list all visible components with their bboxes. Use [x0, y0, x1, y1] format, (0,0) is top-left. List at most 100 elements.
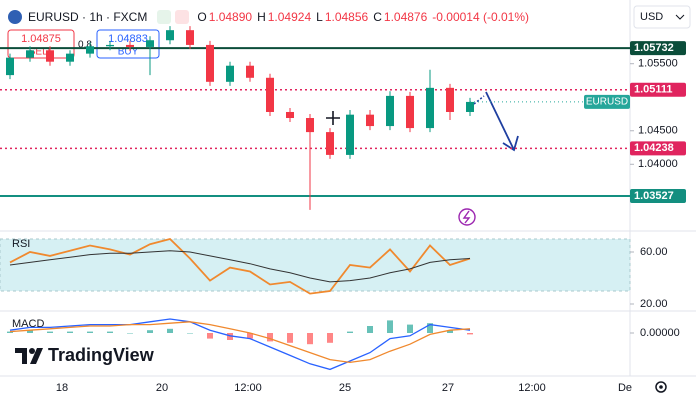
macd-histogram: [387, 320, 393, 333]
candle-body: [86, 46, 94, 54]
macd-histogram: [307, 333, 313, 345]
candle-body: [286, 111, 294, 119]
macd-histogram: [167, 328, 173, 333]
open: 1.04890: [208, 10, 253, 24]
y-tick-label: 20.00: [640, 298, 668, 310]
candle-body: [306, 118, 314, 133]
candle-body: [426, 87, 434, 129]
macd-histogram: [27, 330, 33, 333]
level-badge: [630, 41, 686, 56]
macd-histogram: [187, 333, 193, 334]
candle-body: [266, 77, 274, 112]
sell-label: SELL: [29, 47, 54, 58]
low: 1.04856: [324, 10, 369, 24]
signal-line: [9, 321, 471, 364]
macd-histogram: [287, 333, 293, 343]
symbol-badge: [584, 94, 630, 109]
level-badge: [630, 141, 686, 156]
macd-histogram: [427, 323, 433, 333]
legend-bar: EURUSD · 1h · FXCM O 1.04890 H 1.04924 L 1.…: [0, 6, 531, 28]
buy-label: BUY: [118, 47, 139, 58]
macd-histogram: [467, 333, 473, 335]
y-tick-label: 0.00000: [640, 327, 680, 339]
close-label: C: [373, 10, 382, 24]
macd-histogram: [407, 324, 413, 333]
candle-body: [226, 65, 234, 82]
macd-histogram: [47, 331, 53, 333]
x-tick-label: 25: [339, 382, 351, 394]
event-icon-bolt: [462, 210, 471, 224]
candle-body: [446, 87, 454, 112]
candle-body: [466, 101, 474, 112]
candle-body: [406, 95, 414, 129]
settings-icon-center: [659, 385, 663, 389]
high: 1.04924: [267, 10, 312, 24]
symbol: EURUSD · 1h · FXCM: [28, 10, 148, 24]
status-icon: [175, 10, 190, 24]
x-tick-label: 12:00: [518, 382, 546, 394]
status-icon: [157, 10, 172, 24]
sell-button[interactable]: [7, 29, 75, 59]
candle-body: [66, 53, 74, 62]
y-tick-label: 60.00: [640, 246, 668, 258]
macd-histogram: [7, 331, 13, 333]
symbol-badge-label: EURUSD: [586, 97, 628, 108]
macd-histogram: [207, 333, 213, 339]
candle-body: [206, 44, 214, 82]
symbol-flag: [8, 10, 22, 24]
currency: USD: [640, 11, 663, 23]
candle-body: [26, 50, 34, 58]
spread: 0.8: [78, 40, 92, 51]
buy-button[interactable]: [96, 29, 160, 59]
candle-body: [366, 114, 374, 127]
x-tick-label: 27: [442, 382, 454, 394]
rsi-title: RSI: [12, 238, 30, 250]
macd-histogram: [367, 326, 373, 333]
level-badge: [630, 82, 686, 97]
candle-body: [346, 114, 354, 155]
dropdown-caret: [675, 14, 685, 20]
change: -0.00014 (-0.01%): [432, 10, 530, 24]
high-label: H: [257, 10, 266, 24]
macd-histogram: [267, 333, 273, 342]
x-tick-label: De: [618, 382, 632, 394]
macd-histogram: [107, 331, 113, 333]
macd-line: [9, 318, 471, 371]
candle-body: [246, 65, 254, 78]
macd-histogram: [227, 333, 233, 340]
level-label: 1.05732: [634, 42, 674, 54]
x-tick-label: 12:00: [234, 382, 262, 394]
macd-histogram: [127, 333, 133, 334]
candle-body: [46, 50, 54, 62]
macd-histogram: [147, 330, 153, 333]
macd-histogram: [87, 331, 93, 333]
y-tick-label: 1.04500: [638, 125, 678, 137]
level-label: 1.03527: [634, 190, 674, 202]
candle-body: [126, 44, 134, 47]
settings-icon[interactable]: [655, 381, 667, 393]
candle-body: [386, 95, 394, 127]
y-tick-label: 1.04000: [638, 158, 678, 170]
candle-body: [106, 44, 114, 47]
level-label: 1.05111: [634, 84, 673, 96]
candle-body: [186, 30, 194, 45]
low-label: L: [316, 10, 323, 24]
level-badge: [630, 189, 686, 204]
currency-select[interactable]: [633, 5, 691, 29]
candle-body: [6, 57, 14, 76]
macd-histogram: [67, 331, 73, 333]
candle-body: [146, 40, 154, 47]
sell-price: 1.04875: [21, 33, 61, 45]
macd-histogram: [327, 333, 333, 343]
macd-histogram: [447, 330, 453, 333]
close: 1.04876: [383, 10, 428, 24]
candle-body: [326, 132, 334, 155]
y-tick-label: 1.05500: [638, 58, 678, 70]
crosshair: [326, 111, 340, 125]
event-icon[interactable]: [458, 208, 476, 226]
macd-histogram: [247, 333, 253, 339]
rsi-line: [9, 238, 471, 295]
